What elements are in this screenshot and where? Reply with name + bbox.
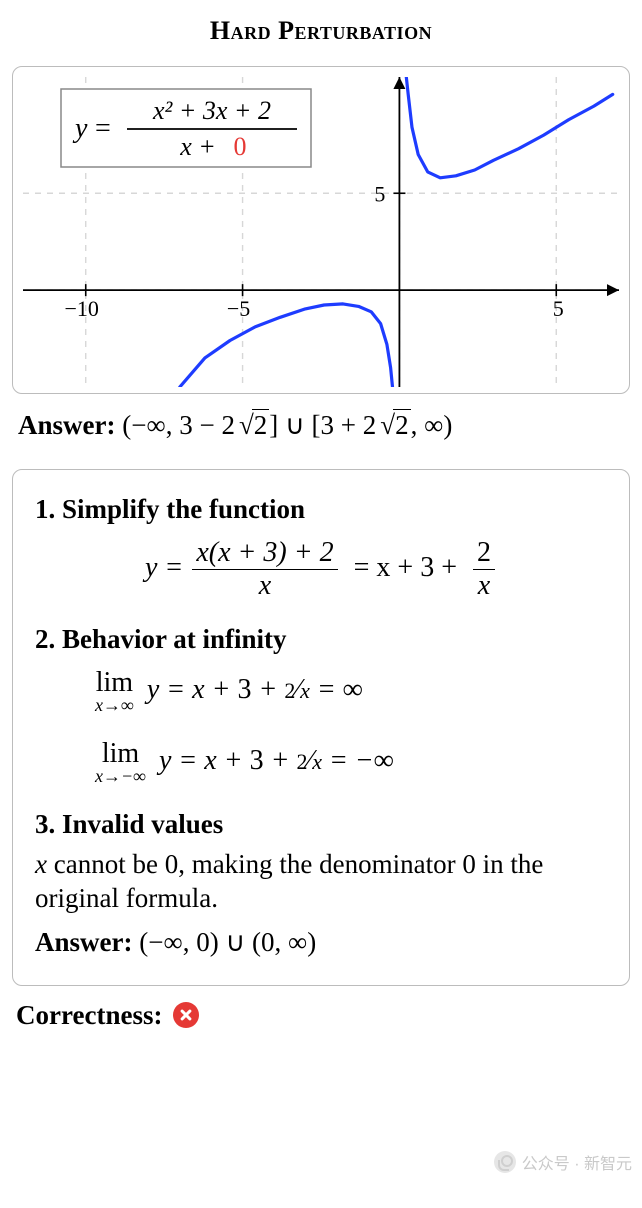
answer-label-bottom: Answer:	[35, 927, 132, 957]
step2-eq2: limx→−∞ y = x + 3 + 2⁄x = −∞	[95, 738, 607, 787]
svg-text:x² + 3x + 2: x² + 3x + 2	[152, 96, 271, 125]
step2-head: 2. Behavior at infinity	[35, 624, 607, 655]
step3-answer: Answer: (−∞, 0) ∪ (0, ∞)	[35, 926, 607, 960]
correctness: Correctness:	[16, 1000, 630, 1031]
chart-panel: −10 −5 5 5 y= x² + 3x + 2 x + 0	[12, 66, 630, 394]
svg-text:5: 5	[553, 296, 564, 321]
incorrect-icon	[173, 1002, 199, 1028]
watermark-text: 公众号 · 新智元	[522, 1150, 632, 1174]
lim1-body: y = x + 3 + 2⁄x = ∞	[147, 674, 363, 705]
frac2-num: 2	[473, 537, 495, 570]
step1-head: 1. Simplify the function	[35, 494, 607, 525]
step3-text: x x cannot be 0, making the denominator …	[35, 848, 607, 916]
answer-label: Answer:	[18, 410, 115, 440]
page-title: Hard Perturbation	[12, 16, 630, 46]
answer-value: (−∞, 3 − 22] ∪ [3 + 22, ∞)	[122, 410, 452, 440]
step1-eq: y = x(x + 3) + 2 x = x + 3 + 2 x	[35, 537, 607, 602]
watermark: 公众号 · 新智元	[494, 1150, 632, 1174]
svg-text:=: =	[95, 113, 111, 144]
wechat-icon	[494, 1151, 516, 1173]
frac-den: x	[192, 570, 337, 602]
frac-num: x(x + 3) + 2	[192, 537, 337, 570]
svg-text:5: 5	[374, 181, 385, 206]
correctness-label: Correctness:	[16, 1000, 162, 1030]
svg-text:x +: x +	[179, 132, 216, 161]
svg-text:−5: −5	[227, 296, 250, 321]
step2-eq1: limx→∞ y = x + 3 + 2⁄x = ∞	[95, 667, 607, 716]
svg-text:0: 0	[234, 132, 247, 161]
step3-head: 3. Invalid values	[35, 809, 607, 840]
solution-panel: 1. Simplify the function y = x(x + 3) + …	[12, 469, 630, 986]
answer-top: Answer: (−∞, 3 − 22] ∪ [3 + 22, ∞)	[18, 410, 630, 441]
svg-text:y: y	[72, 113, 88, 144]
answer-value-bottom: (−∞, 0) ∪ (0, ∞)	[139, 927, 316, 957]
lim2-body: y = x + 3 + 2⁄x = −∞	[159, 745, 394, 776]
svg-text:−10: −10	[65, 296, 99, 321]
frac2-den: x	[473, 570, 495, 602]
eq-lhs: y =	[145, 552, 183, 583]
eq-rhs-prefix: = x + 3 +	[354, 552, 457, 583]
chart: −10 −5 5 5 y= x² + 3x + 2 x + 0	[23, 77, 619, 387]
